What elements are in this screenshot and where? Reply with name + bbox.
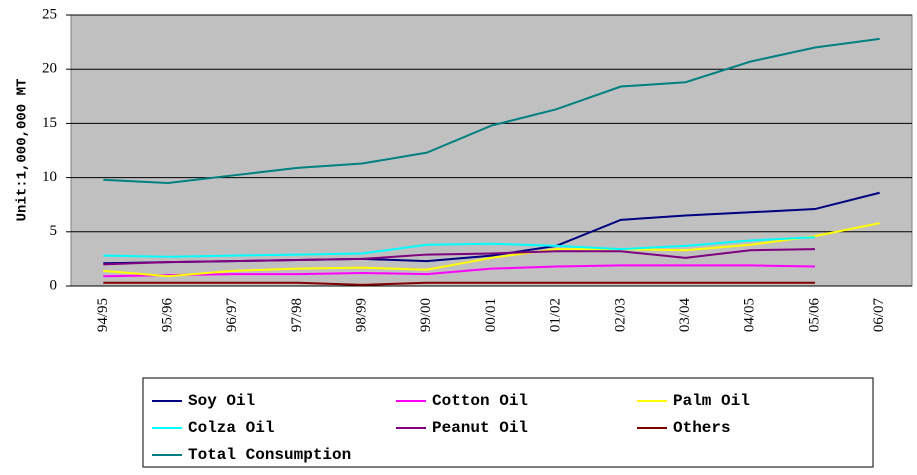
y-tick-label: 15 <box>42 115 57 131</box>
y-tick-label: 25 <box>42 6 57 22</box>
x-tick-label: 96/97 <box>224 298 240 333</box>
y-tick-label: 20 <box>42 61 57 77</box>
x-tick-label: 97/98 <box>289 298 305 332</box>
x-tick-label: 99/00 <box>418 298 434 332</box>
y-tick-label: 0 <box>50 277 58 293</box>
x-tick-label: 02/03 <box>612 298 628 332</box>
series-line <box>103 222 880 278</box>
x-tick-label: 95/96 <box>159 298 175 333</box>
legend-label: Soy Oil <box>188 392 255 410</box>
x-tick-label: 04/05 <box>742 298 758 332</box>
legend-label: Cotton Oil <box>432 392 528 410</box>
x-tick-label: 05/06 <box>806 298 822 333</box>
series-line <box>103 264 815 278</box>
x-tick-label: 00/01 <box>483 298 499 332</box>
x-tick-label: 94/95 <box>95 298 111 332</box>
y-tick-label: 10 <box>42 169 57 185</box>
y-axis-label: Unit:1,000,000 MT <box>15 79 31 222</box>
legend-label: Palm Oil <box>673 392 750 410</box>
legend-label: Colza Oil <box>188 419 274 437</box>
legend-label: Peanut Oil <box>432 419 528 437</box>
legend <box>142 377 874 468</box>
x-tick-label: 98/99 <box>354 298 370 332</box>
series-line <box>103 248 815 266</box>
series-line <box>103 281 815 286</box>
y-tick-label: 5 <box>50 223 58 239</box>
legend-label: Others <box>673 419 731 437</box>
x-tick-label: 06/07 <box>871 298 887 333</box>
x-tick-label: 01/02 <box>548 298 564 332</box>
x-tick-label: 03/04 <box>677 298 693 333</box>
plot-area <box>70 14 913 287</box>
series-line <box>103 236 816 258</box>
series-line <box>103 37 880 185</box>
legend-label: Total Consumption <box>188 446 351 464</box>
